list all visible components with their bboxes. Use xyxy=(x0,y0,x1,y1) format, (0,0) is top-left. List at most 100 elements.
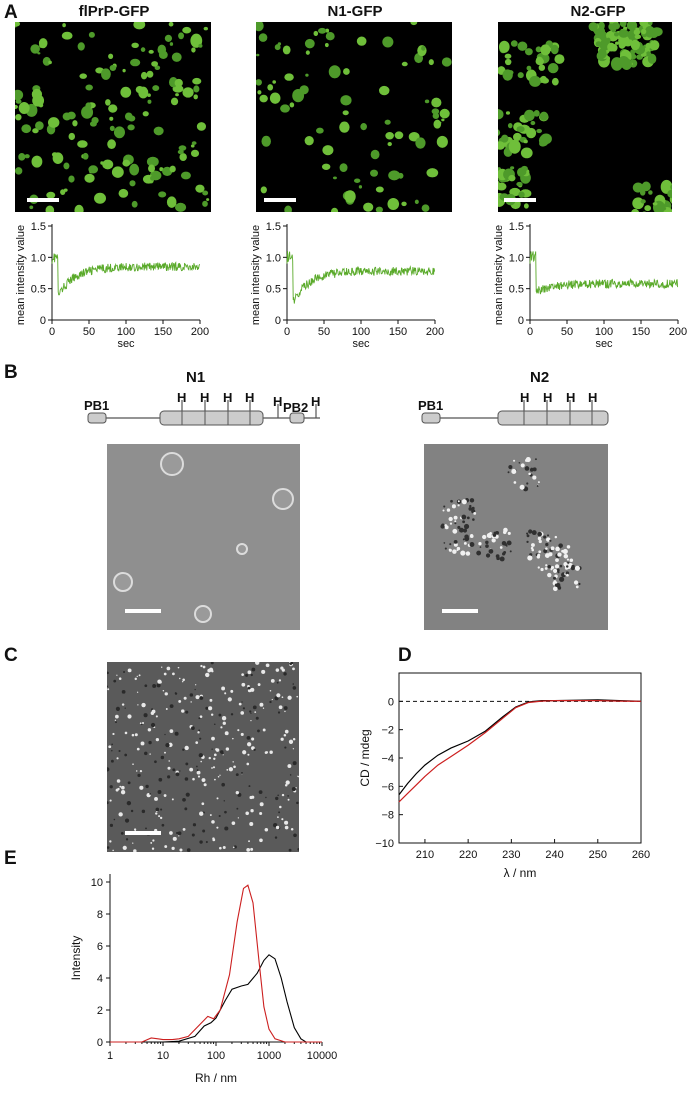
speck xyxy=(177,831,182,836)
speck xyxy=(181,680,184,683)
y-tick-label: 0.5 xyxy=(31,284,46,296)
speck xyxy=(163,794,167,797)
speck xyxy=(121,785,125,790)
droplet xyxy=(160,452,184,476)
speck xyxy=(281,793,285,797)
speck xyxy=(168,760,170,762)
x-tick-label: 210 xyxy=(416,849,434,861)
dls-size-distribution-chart: 0 2 4 6 8 10 1 10 100 1000 10000 Rh / nm Intensity xyxy=(69,874,337,1085)
aggregate-speck xyxy=(454,522,457,525)
speck xyxy=(109,799,112,802)
green-blob xyxy=(202,190,209,196)
green-blob xyxy=(516,126,525,133)
aggregate-speck xyxy=(566,565,569,568)
aggregate-speck xyxy=(550,568,553,571)
domain-diagram-n2 xyxy=(421,400,609,426)
green-blob xyxy=(649,40,660,51)
aggregate-speck xyxy=(553,576,556,580)
green-blob xyxy=(146,70,154,78)
green-blob xyxy=(129,163,140,176)
speck xyxy=(139,785,144,790)
speck xyxy=(151,709,156,714)
y-tick-label: −10 xyxy=(375,838,394,850)
speck xyxy=(150,722,156,728)
green-blob xyxy=(193,94,198,100)
aggregate-speck xyxy=(506,540,512,546)
green-blob xyxy=(81,105,94,119)
speck xyxy=(241,673,244,676)
green-blob xyxy=(504,53,512,59)
speck xyxy=(141,721,145,725)
green-blob xyxy=(526,127,537,139)
speck xyxy=(200,760,202,763)
green-blob xyxy=(147,99,152,104)
y-tick-label: 0 xyxy=(40,315,46,327)
speck xyxy=(154,760,157,764)
x-tick-label: 0 xyxy=(527,326,533,338)
series-line-0 xyxy=(110,954,322,1043)
x-tick-label: 200 xyxy=(191,326,209,338)
green-blob xyxy=(536,128,542,134)
speck xyxy=(199,811,204,816)
aggregate-speck xyxy=(468,507,473,511)
green-blob xyxy=(130,58,141,67)
speck xyxy=(287,798,290,801)
speck xyxy=(283,733,287,737)
aggregate-speck xyxy=(547,572,552,578)
green-blob xyxy=(305,50,310,55)
green-blob xyxy=(354,178,361,183)
aggregate-speck xyxy=(547,534,550,537)
aggregate-speck xyxy=(532,475,537,480)
aggregate-speck xyxy=(440,524,445,529)
green-blob xyxy=(508,174,516,182)
speck xyxy=(207,668,211,673)
green-blob xyxy=(599,39,610,51)
speck xyxy=(139,769,143,773)
green-blob xyxy=(113,126,125,139)
green-blob xyxy=(272,80,276,84)
speck xyxy=(169,831,173,835)
aggregate-speck xyxy=(513,459,516,462)
x-tick-label: 1000 xyxy=(257,1050,281,1062)
green-blob xyxy=(431,108,440,115)
green-blob xyxy=(633,29,641,36)
aggregate-speck xyxy=(453,539,458,544)
aggregate-speck xyxy=(502,530,507,535)
speck xyxy=(246,735,251,740)
speck xyxy=(172,836,177,841)
aggregate-speck xyxy=(550,565,555,570)
speck xyxy=(109,823,114,827)
speck xyxy=(258,790,263,795)
green-blob xyxy=(619,22,627,28)
green-blob xyxy=(182,26,192,34)
green-blob xyxy=(256,53,260,57)
scale-bar xyxy=(125,609,161,613)
green-blob xyxy=(524,48,533,56)
speck xyxy=(272,822,278,828)
speck xyxy=(232,737,234,740)
micrograph-panel-c xyxy=(107,662,299,852)
speck xyxy=(192,823,197,827)
green-blob xyxy=(611,22,621,30)
x-axis-label: sec xyxy=(595,338,613,350)
green-blob xyxy=(258,33,268,42)
speck xyxy=(211,767,213,769)
speck xyxy=(110,759,114,763)
aggregate-speck xyxy=(457,525,461,529)
aggregate-speck xyxy=(450,499,453,503)
green-blob xyxy=(428,59,434,66)
speck xyxy=(220,726,223,729)
speck xyxy=(107,767,110,772)
speck xyxy=(112,849,114,852)
green-blob xyxy=(441,118,445,122)
green-blob xyxy=(640,199,646,204)
speck xyxy=(284,729,289,734)
green-blob xyxy=(284,73,294,81)
aggregate-speck xyxy=(509,550,512,553)
x-tick-label: 100 xyxy=(117,326,135,338)
green-blob xyxy=(131,200,138,208)
speck xyxy=(150,842,153,844)
speck xyxy=(165,708,168,710)
aggregate-speck xyxy=(526,532,529,535)
green-blob xyxy=(378,85,390,96)
